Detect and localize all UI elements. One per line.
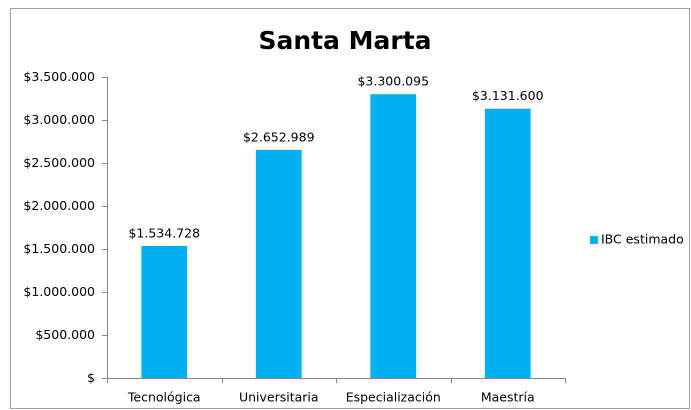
- data-label: $1.534.728: [128, 226, 200, 241]
- bar: [370, 94, 417, 378]
- chart-title: Santa Marta: [258, 26, 431, 55]
- y-tick-label: $2.500.000: [23, 155, 95, 170]
- y-tick-label: $3.000.000: [23, 112, 95, 127]
- data-label: $3.131.600: [472, 88, 544, 103]
- y-tick-label: $500.000: [35, 327, 95, 342]
- x-tick-label: Tecnológica: [127, 390, 201, 405]
- y-tick-label: $2.000.000: [23, 198, 95, 213]
- y-tick-label: $1.500.000: [23, 241, 95, 256]
- chart-frame: [10, 8, 690, 409]
- data-label: $3.300.095: [357, 74, 429, 89]
- y-tick-label: $3.500.000: [23, 69, 95, 84]
- x-tick-label: Maestría: [481, 390, 535, 405]
- y-tick-label: $: [87, 370, 95, 385]
- bar: [255, 149, 302, 378]
- x-tick-label: Universitaria: [239, 390, 319, 405]
- bar: [484, 108, 531, 378]
- y-tick-label: $1.000.000: [23, 284, 95, 299]
- x-tick-label: Especialización: [346, 390, 441, 405]
- legend-label: IBC estimado: [601, 232, 684, 247]
- data-label: $2.652.989: [243, 129, 315, 144]
- bar: [141, 246, 188, 378]
- legend-swatch: [590, 236, 598, 244]
